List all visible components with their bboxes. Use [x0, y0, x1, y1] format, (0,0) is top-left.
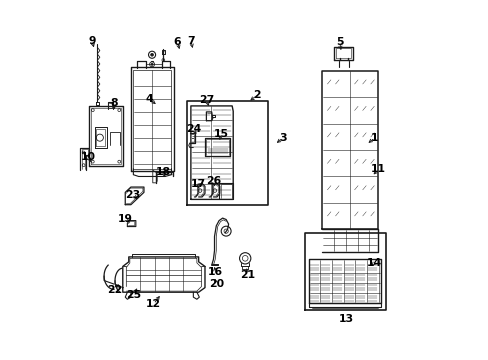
Text: 15: 15	[213, 129, 228, 139]
Text: 21: 21	[240, 270, 255, 280]
Text: 26: 26	[205, 176, 221, 186]
Text: 7: 7	[187, 36, 194, 46]
Text: 27: 27	[198, 95, 214, 104]
Text: 24: 24	[185, 124, 201, 134]
Text: 14: 14	[366, 258, 381, 268]
Text: 9: 9	[88, 36, 96, 46]
Text: 20: 20	[208, 279, 224, 289]
Text: 23: 23	[125, 190, 140, 200]
Text: 19: 19	[118, 214, 133, 224]
Text: 16: 16	[207, 267, 223, 278]
Text: 22: 22	[107, 285, 122, 295]
Text: 17: 17	[190, 179, 205, 189]
Text: 25: 25	[125, 290, 141, 300]
Text: 1: 1	[370, 133, 378, 143]
Text: 12: 12	[145, 299, 161, 309]
Text: 3: 3	[279, 133, 286, 143]
Circle shape	[150, 53, 153, 56]
Text: 2: 2	[252, 90, 260, 100]
Text: 13: 13	[339, 314, 354, 324]
Text: 4: 4	[145, 94, 153, 104]
Text: 6: 6	[173, 37, 181, 47]
Circle shape	[151, 63, 153, 66]
Text: 11: 11	[370, 165, 385, 174]
Text: 18: 18	[156, 167, 170, 177]
Text: 8: 8	[110, 98, 118, 108]
Text: 5: 5	[335, 37, 343, 48]
Text: 10: 10	[81, 152, 96, 162]
